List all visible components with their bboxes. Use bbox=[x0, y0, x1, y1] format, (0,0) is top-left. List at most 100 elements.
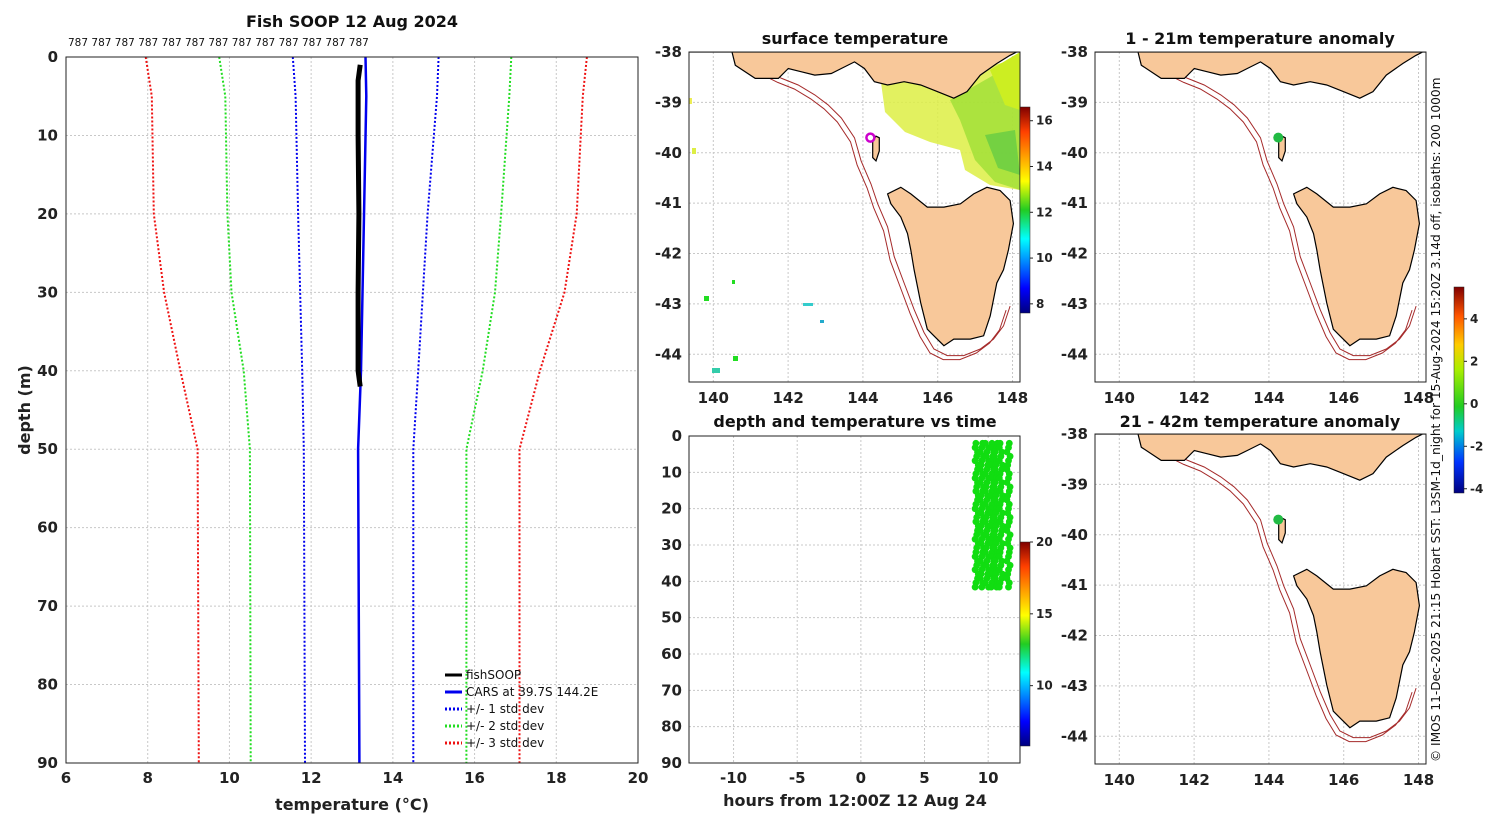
ts-ytick-label: 30 bbox=[661, 536, 682, 554]
map-lon-label: 144 bbox=[1253, 771, 1284, 789]
map-lon-label: 148 bbox=[1403, 771, 1434, 789]
surface-map-geography bbox=[689, 52, 1020, 361]
isobath-1000m bbox=[1146, 437, 1413, 743]
map-lat-label: -43 bbox=[1061, 295, 1088, 313]
ts-xtick-label: -10 bbox=[720, 769, 747, 787]
profile-top-label: 787 bbox=[138, 37, 158, 49]
surface-cb-label: 12 bbox=[1036, 205, 1053, 219]
surface-colorbar bbox=[1019, 106, 1031, 314]
timeseries-xlabel: hours from 12:00Z 12 Aug 24 bbox=[723, 791, 987, 810]
std2-lower-line bbox=[218, 56, 252, 764]
map-lat-label: -40 bbox=[1061, 144, 1088, 162]
anomaly1-lat-ticks: -38 -39 -40 -41 -42 -43 -44 bbox=[1061, 43, 1088, 363]
surface-colorbar-ticks: 8 10 12 14 16 bbox=[1030, 114, 1053, 311]
profile-xtick-label: 10 bbox=[219, 769, 240, 787]
surface-lon-ticks: 140 142 144 146 148 bbox=[698, 389, 1029, 407]
map-lat-label: -43 bbox=[1061, 677, 1088, 695]
surface-temperature-map: 140 142 144 146 148 -38-39-40-41-42-43-44 su… bbox=[655, 29, 1053, 407]
map-lat-label: -39 bbox=[655, 93, 682, 111]
map-lon-label: 144 bbox=[1253, 389, 1284, 407]
sst-patches bbox=[689, 52, 1020, 373]
profile-top-labels: 787 787 787 787 787 787 787 787 787 787 787 787 787 bbox=[68, 37, 369, 49]
map-lat-label: -38 bbox=[655, 43, 682, 61]
profile-xtick-label: 20 bbox=[628, 769, 649, 787]
anomaly1-title: 1 - 21m temperature anomaly bbox=[1125, 29, 1395, 48]
profile-ytick-label: 60 bbox=[37, 519, 58, 537]
surface-cb-label: 10 bbox=[1036, 251, 1053, 265]
map-lon-label: 146 bbox=[1328, 771, 1359, 789]
profile-legend: fishSOOP CARS at 39.7S 144.2E +/- 1 std … bbox=[445, 668, 598, 750]
map-lon-label: 140 bbox=[1104, 389, 1135, 407]
mainland-australia bbox=[1095, 434, 1426, 481]
ts-ytick-label: 0 bbox=[672, 427, 682, 445]
ts-ytick-label: 80 bbox=[661, 718, 682, 736]
map-lat-label: -41 bbox=[1061, 576, 1088, 594]
map-lat-label: -40 bbox=[655, 144, 682, 162]
ts-cb-label: 10 bbox=[1036, 679, 1053, 693]
ts-ytick-label: 70 bbox=[661, 681, 682, 699]
isobath-1000m bbox=[1146, 55, 1413, 361]
mainland-australia bbox=[1095, 52, 1426, 99]
profile-grid bbox=[65, 56, 639, 764]
map-lon-label: 140 bbox=[1104, 771, 1135, 789]
anomaly-cb-label: 0 bbox=[1470, 397, 1478, 411]
map-lon-label: 146 bbox=[1328, 389, 1359, 407]
ts-xtick-label: 10 bbox=[978, 769, 999, 787]
profile-xtick-label: 8 bbox=[142, 769, 152, 787]
anomaly-cb-label: -2 bbox=[1470, 439, 1483, 453]
profile-ytick-label: 10 bbox=[37, 126, 58, 144]
map-lat-label: -41 bbox=[655, 194, 682, 212]
legend-std2: +/- 2 std dev bbox=[466, 719, 544, 733]
ts-point bbox=[995, 583, 1003, 591]
surface-cb-label: 8 bbox=[1036, 297, 1044, 311]
map-lat-label: -43 bbox=[655, 295, 682, 313]
surface-cb-label: 14 bbox=[1036, 160, 1053, 174]
timeseries-points bbox=[971, 439, 1014, 591]
isobath-200m bbox=[1150, 434, 1417, 739]
profile-top-label: 787 bbox=[208, 37, 228, 49]
profile-ytick-label: 50 bbox=[37, 440, 58, 458]
map-lat-label: -38 bbox=[1061, 43, 1088, 61]
profile-top-label: 787 bbox=[91, 37, 111, 49]
map-lon-label: 142 bbox=[772, 389, 803, 407]
map-lat-label: -39 bbox=[1061, 475, 1088, 493]
surface-title: surface temperature bbox=[762, 29, 949, 48]
profile-top-label: 787 bbox=[232, 37, 252, 49]
profile-ytick-label: 0 bbox=[48, 48, 58, 66]
tasmania bbox=[886, 186, 1015, 347]
credit-text: © IMOS 11-Dec-2025 21:15 Hobart SST: L3S… bbox=[1429, 78, 1443, 763]
map-lat-label: -42 bbox=[1061, 627, 1088, 645]
map-lat-label: -42 bbox=[1061, 245, 1088, 263]
anomaly1-geography bbox=[1095, 52, 1426, 361]
map-lat-label: -39 bbox=[1061, 93, 1088, 111]
std3-lower-line bbox=[144, 56, 200, 764]
surface-lat-ticks: -38 -39 -40 -41 -42 -43 -44 bbox=[655, 43, 682, 363]
map-lat-label: -38 bbox=[1061, 425, 1088, 443]
cars-profile-line bbox=[356, 56, 368, 764]
anomaly-cb-label: 2 bbox=[1470, 354, 1478, 368]
profile-xtick-label: 18 bbox=[546, 769, 567, 787]
anomaly2-geography bbox=[1095, 434, 1426, 743]
map-lat-label: -44 bbox=[1061, 727, 1088, 745]
map-lat-label: -40 bbox=[1061, 526, 1088, 544]
profile-title: Fish SOOP 12 Aug 2024 bbox=[246, 12, 458, 31]
map-lon-label: 140 bbox=[698, 389, 729, 407]
timeseries-colorbar-ticks: 20 15 10 bbox=[1030, 535, 1053, 693]
profile-top-label: 787 bbox=[325, 37, 345, 49]
profile-ytick-label: 80 bbox=[37, 676, 58, 694]
anomaly2-point bbox=[1273, 514, 1284, 525]
anomaly-map-21-42m: 140 142 144 146 148 -38 -39 -40 -41 -42 -43 -44 21… bbox=[1061, 412, 1434, 789]
isobath-200m bbox=[1150, 52, 1417, 357]
ts-ytick-label: 50 bbox=[661, 609, 682, 627]
anomaly-colorbar bbox=[1453, 286, 1465, 494]
map-lat-label: -44 bbox=[1061, 345, 1088, 363]
legend-fishsoop: fishSOOP bbox=[466, 668, 521, 682]
ts-xtick-label: -5 bbox=[789, 769, 806, 787]
profile-xlabel: temperature (°C) bbox=[275, 795, 429, 814]
legend-std1: +/- 1 std dev bbox=[466, 702, 544, 716]
king-island bbox=[872, 135, 880, 163]
isobath-200m bbox=[744, 52, 1011, 357]
ts-ytick-label: 10 bbox=[661, 463, 682, 481]
ts-cb-label: 15 bbox=[1036, 607, 1053, 621]
tasmania bbox=[1292, 186, 1421, 347]
